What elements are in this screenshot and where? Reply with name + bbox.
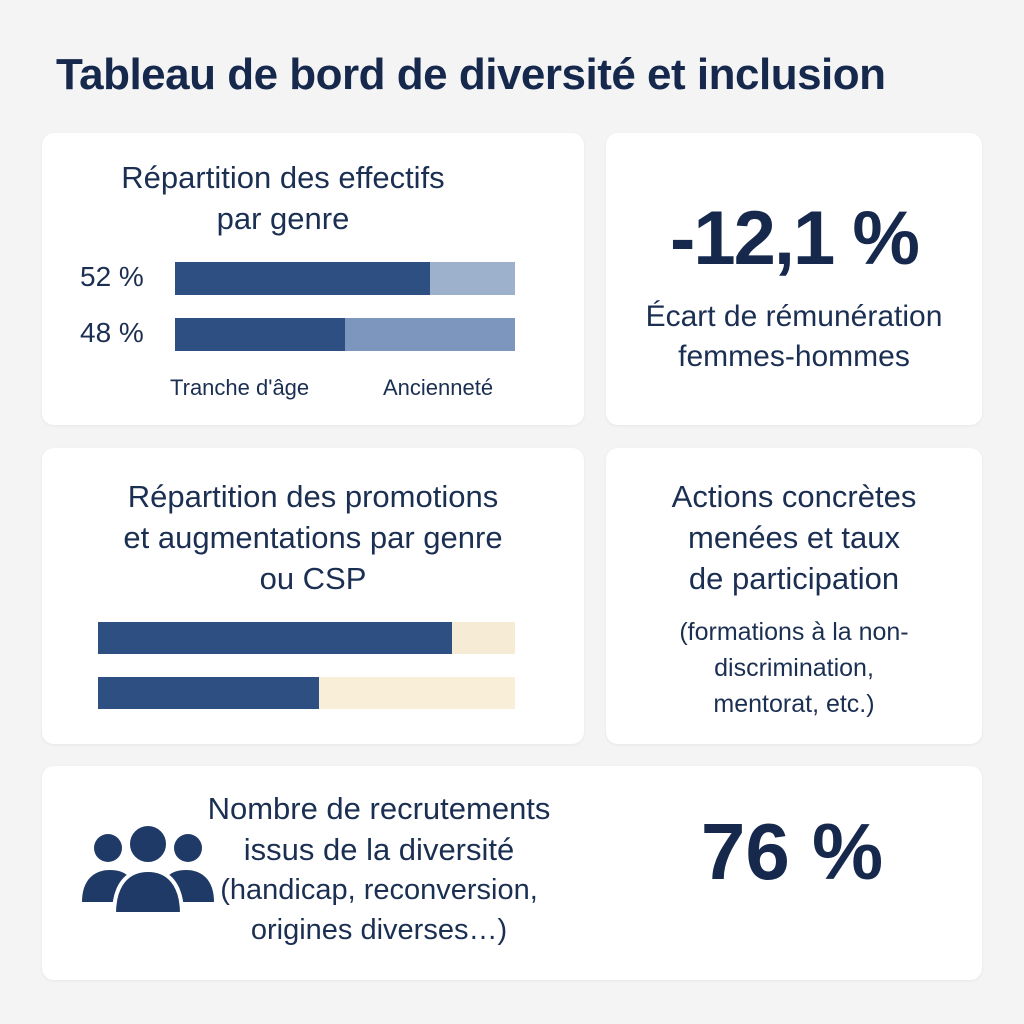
people-group-icon (82, 822, 214, 914)
promotions-bar-2 (98, 677, 515, 709)
gender-bar-2-label: 48 % (80, 317, 144, 348)
gender-bar-1-rest (430, 262, 515, 295)
pay-gap-value: -12,1 % (670, 196, 920, 281)
promotions-bar-1-fill (98, 622, 453, 654)
actions-title-line1: Actions concrètes (671, 479, 917, 514)
gender-card-title-line2: par genre (216, 201, 350, 236)
actions-title-line3: de participation (688, 561, 900, 596)
actions-note-line2: discrimination, (714, 654, 874, 682)
page-title: Tableau de bord de diversité et inclusio… (56, 50, 886, 99)
age-bracket-label: Tranche d'âge (170, 375, 310, 400)
seniority-label: Ancienneté (383, 375, 494, 400)
pay-gap-card: -12,1 % Écart de rémunération femmes-hom… (606, 133, 982, 425)
recruitment-note-line2: origines diverses…) (250, 914, 508, 946)
gender-bar-2-rest (345, 318, 515, 351)
actions-card-title: Actions concrètes menées et taux de part… (606, 476, 982, 599)
actions-note: (formations à la non- discrimination, me… (606, 614, 982, 722)
gender-bar-2-fill (175, 318, 345, 351)
gender-bar-2 (175, 318, 515, 351)
gender-bar-1-label: 52 % (80, 261, 144, 292)
recruitment-note: (handicap, reconversion, origines divers… (190, 870, 568, 950)
promotions-bar-1-rest (452, 622, 515, 654)
gender-bar-1-fill (175, 262, 430, 295)
pay-gap-label-line2: femmes-hommes (678, 340, 910, 373)
gender-distribution-card: Répartition des effectifs par genre 52 %… (42, 133, 584, 425)
promotions-title-line1: Répartition des promotions (127, 479, 499, 514)
pay-gap-label: Écart de rémunération femmes-hommes (606, 297, 982, 377)
recruitment-card-title: Nombre de recrutements issus de la diver… (190, 788, 568, 870)
promotions-bar-1 (98, 622, 515, 654)
promotions-title-line2: et augmentations par genre (123, 520, 503, 555)
actions-note-line3: mentorat, etc.) (713, 690, 875, 718)
gender-bar-1 (175, 262, 515, 295)
promotions-bar-2-rest (319, 677, 515, 709)
promotions-card: Répartition des promotions et augmentati… (42, 448, 584, 744)
recruitment-card: Nombre de recrutements issus de la diver… (42, 766, 982, 980)
recruitment-title-line2: issus de la diversité (243, 832, 515, 867)
actions-card: Actions concrètes menées et taux de part… (606, 448, 982, 744)
actions-note-line1: (formations à la non- (679, 618, 909, 646)
pay-gap-label-line1: Écart de rémunération (645, 300, 943, 333)
promotions-card-title: Répartition des promotions et augmentati… (42, 476, 584, 599)
gender-card-title: Répartition des effectifs par genre (0, 157, 584, 239)
promotions-bar-2-fill (98, 677, 319, 709)
recruitment-value: 76 % (700, 807, 884, 896)
recruitment-note-line1: (handicap, reconversion, (220, 874, 538, 906)
recruitment-title-line1: Nombre de recrutements (207, 791, 551, 826)
promotions-title-line3: ou CSP (259, 561, 367, 596)
gender-card-title-line1: Répartition des effectifs (121, 160, 445, 195)
actions-title-line2: menées et taux (688, 520, 900, 555)
